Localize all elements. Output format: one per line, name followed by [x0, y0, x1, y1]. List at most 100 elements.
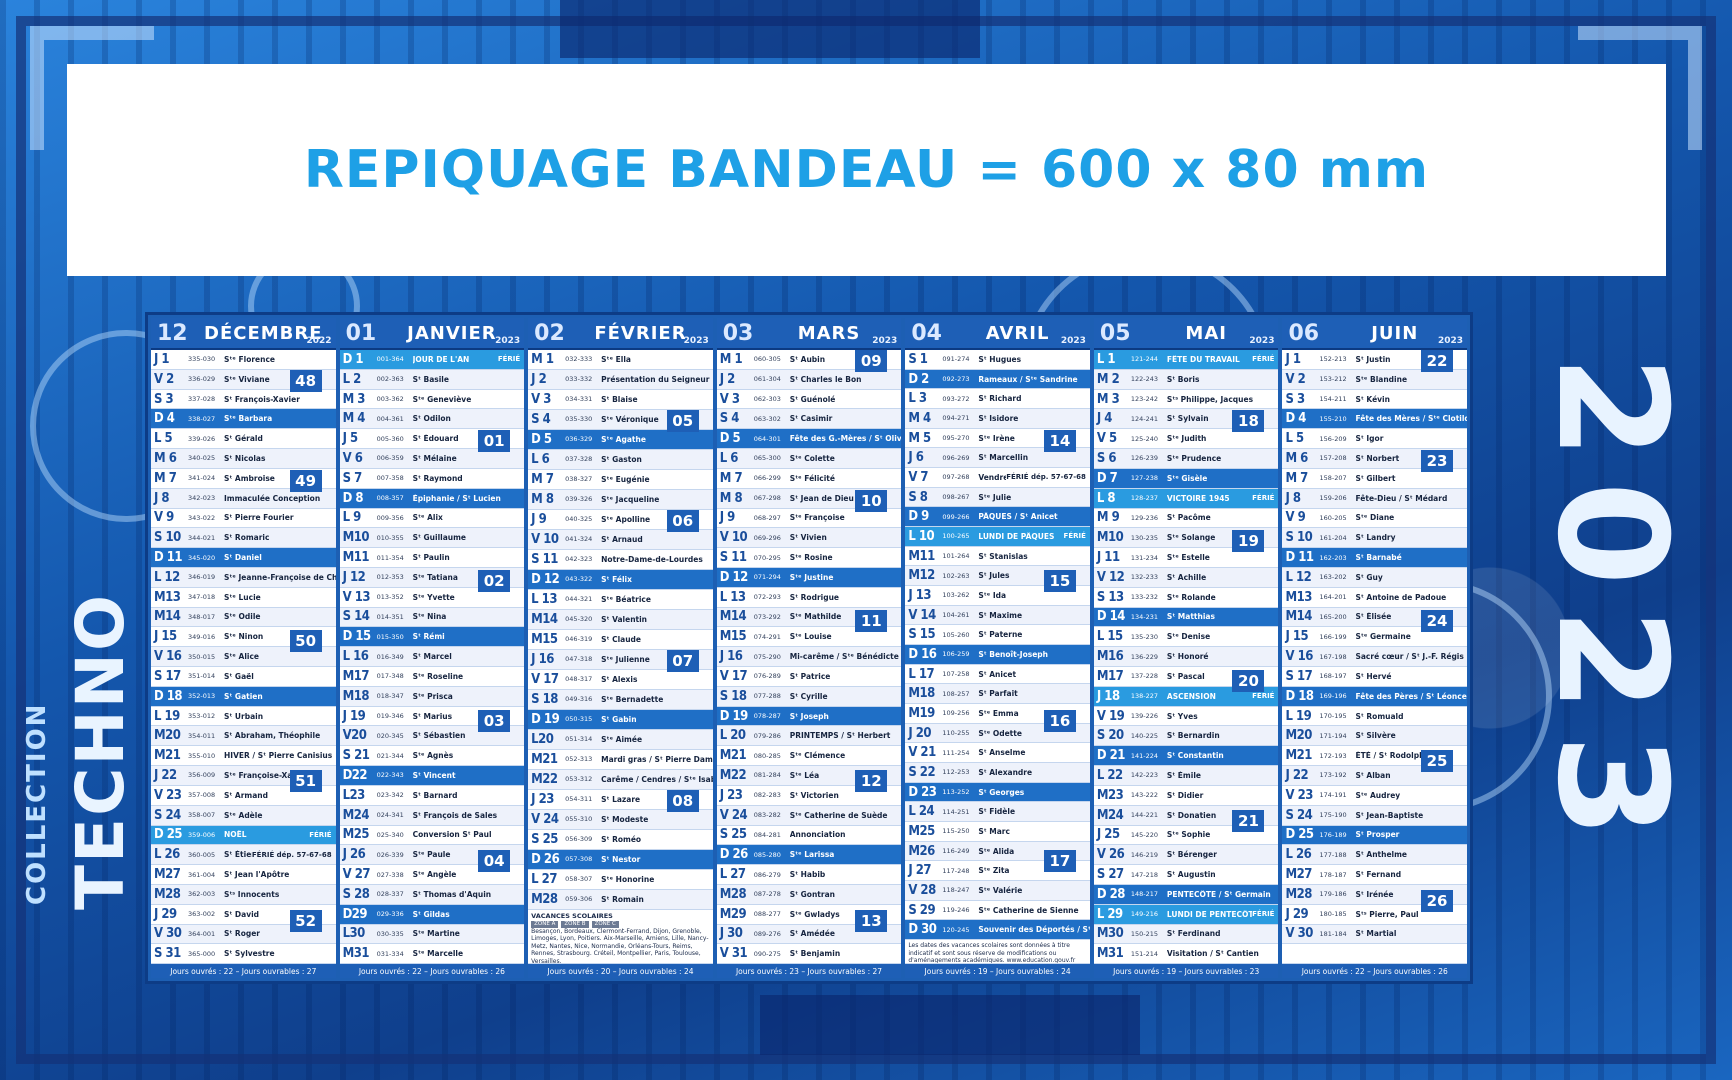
saint-name: Présentation du Seigneur: [601, 374, 710, 384]
day-list: L 1 121-244 FÊTE DU TRAVAIL FÉRIÉ M 2 122-243…: [1093, 350, 1279, 965]
week-number-badge: 23: [1421, 450, 1454, 472]
day-row: D 25 176-189 Sᵗ Prosper: [1282, 825, 1468, 846]
day-ordinal: 004-361: [376, 414, 404, 423]
saint-name: Sᵗᵉ Odile: [224, 612, 261, 622]
day-row: M24 024-341 Sᵗ François de Sales: [339, 805, 525, 826]
day-row: D 14 134-231 Sᵗ Matthias: [1093, 607, 1279, 628]
day-label: S 14: [342, 609, 370, 625]
day-label: L 12: [1285, 569, 1312, 585]
day-label: M14: [719, 609, 747, 625]
school-holidays-box: VACANCES SCOLAIRES ZONE A ZONE B ZONE C Besa…: [528, 909, 713, 964]
saint-name: Sᵗ Marcel: [412, 652, 452, 662]
day-row: D 12 071-294 Sᵗᵉ Justine: [716, 567, 902, 588]
day-ordinal: 005-360: [376, 434, 404, 443]
day-row: L 27 058-307 Sᵗᵉ Honorine: [528, 869, 713, 890]
holiday-tag: FÉRIÉ: [497, 355, 521, 364]
day-ordinal: 107-258: [942, 670, 970, 679]
day-label: S 24: [154, 807, 181, 823]
saint-name: Sᵗ Lazare: [601, 794, 641, 804]
month-header: 05 MAI 2023: [1093, 318, 1279, 350]
day-row: M 8 039-326 Sᵗᵉ Jacqueline: [528, 489, 713, 510]
saint-name: Sᵗ Norbert: [1355, 453, 1400, 463]
day-ordinal: 119-246: [942, 906, 970, 915]
day-row: M21 080-285 Sᵗᵉ Clémence: [716, 746, 902, 767]
day-label: L 3: [908, 391, 927, 407]
saint-name: Sᵗ Gaël: [224, 671, 254, 681]
saint-name: Sᵗ Alexis: [601, 674, 638, 684]
day-row: M19 109-256 Sᵗᵉ Emma: [905, 704, 1090, 724]
saint-name: Sᵗᵉ Honorine: [601, 874, 655, 884]
day-row: D 4 338-027 Sᵗᵉ Barbara: [151, 409, 336, 430]
saint-name: Sᵗᵉ Ella: [601, 354, 631, 364]
day-label: D 9: [908, 509, 929, 525]
day-row: S 13 133-232 Sᵗᵉ Rolande: [1093, 587, 1279, 608]
day-label: D 23: [908, 784, 937, 800]
day-row: V 30 181-184 Sᵗ Martial: [1282, 924, 1468, 945]
saint-name: Sᵗ Basile: [412, 374, 449, 384]
day-ordinal: 024-341: [376, 811, 404, 820]
day-row: M28 179-186 Sᵗ Irénée: [1282, 884, 1468, 905]
day-ordinal: 341-024: [188, 474, 216, 483]
day-label: M 4: [908, 410, 931, 426]
saint-name: Sᵗ Raymond: [412, 473, 463, 483]
day-ordinal: 085-280: [753, 850, 781, 859]
day-ordinal: 033-332: [565, 375, 593, 384]
day-label: M13: [154, 589, 181, 605]
day-label: S 21: [342, 748, 370, 764]
saint-name: Fête des G.-Mères / Sᵗ Olive: [789, 434, 902, 444]
day-label: D 12: [719, 569, 749, 585]
day-ordinal: 102-263: [942, 571, 970, 580]
saint-name: LUNDI DE PENTECÔTE: [1166, 909, 1253, 919]
day-ordinal: 014-351: [376, 612, 404, 621]
day-label: L 8: [1096, 490, 1116, 506]
day-row: J 8 159-206 Fête-Dieu / Sᵗ Médard: [1282, 488, 1468, 509]
day-label: J 25: [1096, 827, 1120, 843]
day-ordinal: 173-192: [1319, 771, 1347, 780]
day-ordinal: 117-248: [942, 866, 970, 875]
day-row: V 5 125-240 Sᵗᵉ Judith: [1093, 429, 1279, 450]
day-ordinal: 147-218: [1130, 870, 1159, 879]
saint-name: Sᵗᵉ Julienne: [601, 654, 650, 664]
day-label: D 19: [719, 708, 749, 724]
day-label: M30: [1096, 926, 1124, 942]
day-label: S 10: [1285, 530, 1313, 546]
week-number-badge: 07: [666, 650, 699, 672]
day-row: J 19 019-346 Sᵗ Marius: [339, 706, 525, 727]
day-label: M12: [908, 568, 935, 584]
day-ordinal: 152-213: [1319, 355, 1347, 364]
day-ordinal: 144-221: [1130, 811, 1159, 820]
saint-name: Sᵗᵉ Valérie: [978, 885, 1023, 895]
saint-name: Sᵗ Blaise: [601, 394, 638, 404]
day-ordinal: 017-348: [376, 672, 404, 681]
day-label: S 13: [1096, 589, 1124, 605]
day-row: M22 053-312 Carême / Cendres / Sᵗᵉ Isabell…: [528, 769, 713, 790]
day-label: J 29: [1285, 906, 1309, 922]
week-number-badge: 03: [478, 710, 511, 732]
day-label: V 17: [531, 671, 559, 687]
saint-name: Sᵗᵉ Léa: [789, 770, 820, 780]
day-ordinal: 350-015: [188, 652, 216, 661]
day-ordinal: 135-230: [1130, 632, 1159, 641]
day-label: M 8: [531, 491, 554, 507]
day-ordinal: 067-298: [753, 494, 781, 503]
month-column: 01 JANVIER 2023 D 1 001-364 JOUR DE L'AN FÉRIÉ…: [339, 318, 525, 978]
day-row: L 27 086-279 Sᵗ Habib: [716, 865, 902, 885]
saint-name: Sᵗᵉ Judith: [1166, 434, 1207, 444]
day-row: M 7 066-299 Sᵗᵉ Félicité: [716, 468, 902, 489]
day-ordinal: 055-310: [565, 815, 593, 824]
saint-name: Sᵗ Anicet: [978, 669, 1017, 679]
day-ordinal: 015-350: [376, 632, 404, 641]
day-row: S 4 035-330 Sᵗᵉ Véronique: [528, 409, 713, 430]
zone-c-label: ZONE C: [591, 921, 619, 928]
saint-name: Sᵗ Gatien: [224, 691, 263, 701]
saint-name: Conversion Sᵗ Paul: [412, 830, 492, 840]
day-ordinal: 049-316: [565, 695, 593, 704]
day-ordinal: 072-293: [753, 593, 781, 602]
day-row: M 4 094-271 Sᵗ Isidore: [905, 409, 1090, 429]
day-row: M22 081-284 Sᵗᵉ Léa: [716, 766, 902, 786]
day-label: M25: [342, 827, 370, 843]
month-column: 06 JUIN 2023 J 1 152-213 Sᵗ Justin V 2 153-212 S…: [1282, 318, 1468, 978]
saint-name: Sᵗ Anselme: [978, 748, 1026, 758]
saint-name: Sᵗᵉ Catherine de Suède: [789, 810, 888, 820]
day-ordinal: 351-014: [188, 672, 216, 681]
